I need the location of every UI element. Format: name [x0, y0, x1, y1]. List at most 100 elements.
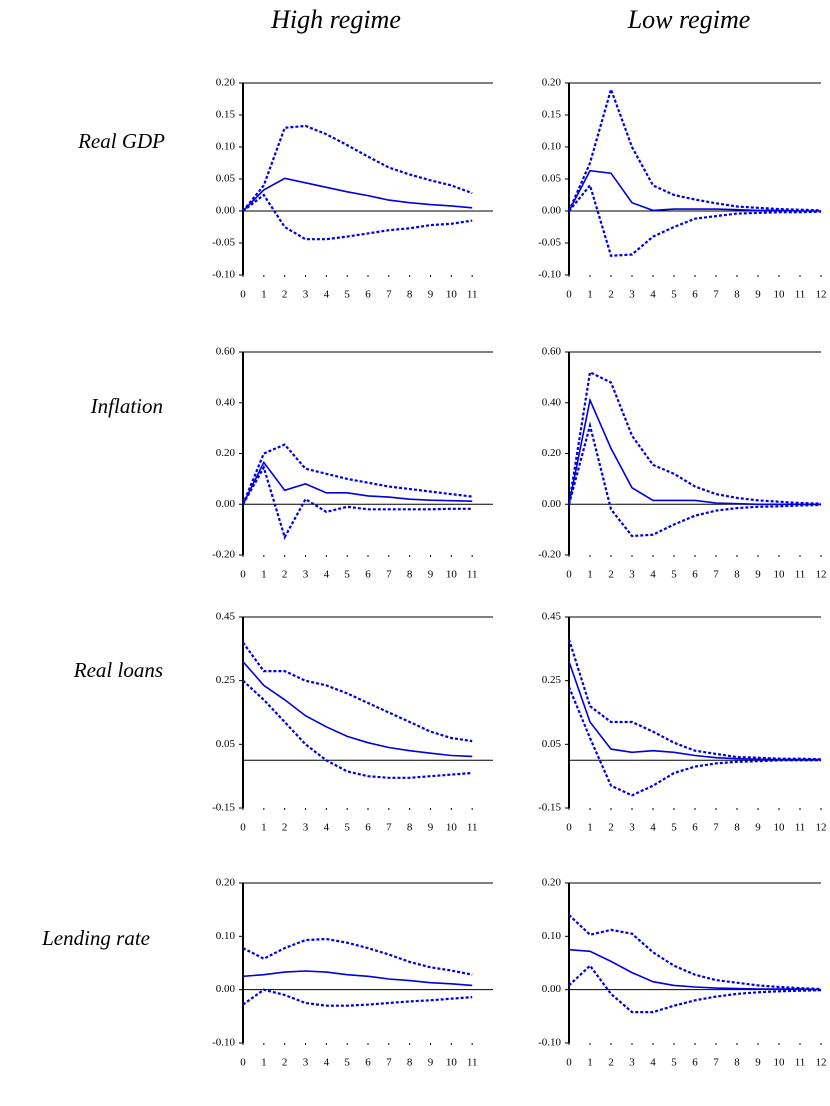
- series-line: [242, 679, 473, 779]
- y-tick-label: 0.00: [542, 205, 562, 217]
- y-tick-label: 0.20: [216, 877, 236, 889]
- series-line: [568, 964, 822, 1014]
- y-tick-label: 0.05: [542, 738, 562, 750]
- x-tick-label: 3: [629, 1057, 635, 1069]
- x-tick-label: 4: [324, 289, 330, 301]
- x-tick-label: 9: [755, 1057, 761, 1069]
- x-tick-label: 9: [755, 289, 761, 301]
- series-line: [242, 641, 473, 743]
- x-tick-label: 5: [671, 1057, 677, 1069]
- y-tick-label: -0.10: [538, 1037, 561, 1049]
- x-tick-label: 0: [566, 289, 572, 301]
- row-title: Real GDP: [77, 129, 165, 153]
- y-tick-label: 0.10: [216, 930, 236, 942]
- y-tick-label: 0.05: [216, 738, 236, 750]
- x-tick-label: 0: [566, 569, 572, 581]
- x-tick-label: 0: [240, 1057, 246, 1069]
- x-tick-label: 1: [261, 289, 267, 301]
- x-tick-label: 4: [324, 822, 330, 834]
- series-line: [568, 914, 822, 991]
- x-tick-label: 12: [816, 1057, 827, 1069]
- x-tick-label: 2: [282, 289, 288, 301]
- x-tick-label: 2: [608, 822, 614, 834]
- x-tick-label: 8: [734, 289, 740, 301]
- x-tick-label: 4: [650, 289, 656, 301]
- x-tick-label: 6: [365, 1057, 371, 1069]
- series-line: [242, 193, 473, 241]
- x-tick-label: 10: [774, 822, 786, 834]
- x-tick-label: 5: [344, 569, 350, 581]
- x-tick-label: 9: [755, 822, 761, 834]
- x-tick-label: 10: [774, 569, 786, 581]
- y-tick-label: 0.45: [542, 611, 562, 623]
- y-tick-label: 0.60: [216, 346, 236, 358]
- y-tick-label: 0.15: [542, 109, 562, 121]
- y-tick-label: -0.20: [538, 549, 561, 561]
- x-tick-label: 6: [365, 822, 371, 834]
- series-line: [242, 177, 473, 212]
- series-line: [242, 661, 473, 758]
- series-line: [242, 464, 473, 541]
- x-tick-label: 0: [240, 569, 246, 581]
- x-tick-label: 2: [608, 569, 614, 581]
- x-tick-label: 11: [467, 289, 478, 301]
- x-tick-label: 3: [629, 569, 635, 581]
- series-line: [242, 460, 473, 505]
- x-tick-label: 5: [344, 289, 350, 301]
- y-tick-label: 0.40: [542, 396, 562, 408]
- x-tick-label: 11: [795, 1057, 806, 1069]
- x-tick-label: 6: [365, 569, 371, 581]
- series-line: [568, 948, 822, 991]
- x-tick-label: 2: [282, 569, 288, 581]
- x-tick-label: 2: [282, 822, 288, 834]
- x-tick-label: 2: [282, 1057, 288, 1069]
- x-tick-label: 2: [608, 1057, 614, 1069]
- x-tick-label: 3: [303, 289, 309, 301]
- x-tick-label: 1: [587, 569, 593, 581]
- x-tick-label: 3: [629, 822, 635, 834]
- x-tick-label: 1: [587, 289, 593, 301]
- x-tick-label: 7: [386, 822, 392, 834]
- x-tick-label: 4: [324, 569, 330, 581]
- series-line: [242, 988, 473, 1007]
- x-tick-label: 0: [240, 822, 246, 834]
- x-tick-label: 12: [816, 289, 827, 301]
- x-tick-label: 1: [261, 1057, 267, 1069]
- x-tick-label: 6: [692, 569, 698, 581]
- row-title: Real loans: [73, 658, 163, 682]
- column-title: High regime: [270, 5, 401, 34]
- column-title: Low regime: [627, 5, 751, 34]
- y-tick-label: -0.05: [212, 237, 235, 249]
- y-tick-label: 0.20: [542, 877, 562, 889]
- x-tick-label: 5: [671, 289, 677, 301]
- y-tick-label: 0.20: [216, 77, 236, 89]
- x-tick-label: 3: [303, 822, 309, 834]
- series-line: [567, 686, 821, 797]
- y-tick-label: 0.00: [216, 983, 236, 995]
- series-line: [568, 169, 821, 212]
- y-tick-label: 0.10: [542, 141, 562, 153]
- y-tick-label: 0.10: [216, 141, 236, 153]
- x-tick-label: 10: [446, 569, 458, 581]
- y-tick-label: 0.05: [542, 173, 562, 185]
- x-tick-label: 8: [407, 289, 413, 301]
- series-line: [567, 85, 822, 212]
- series-line: [242, 937, 473, 976]
- series-line: [567, 370, 822, 505]
- y-tick-label: 0.60: [542, 346, 562, 358]
- x-tick-label: 8: [734, 569, 740, 581]
- x-tick-label: 11: [795, 822, 806, 834]
- x-tick-label: 4: [650, 822, 656, 834]
- x-tick-label: 6: [365, 289, 371, 301]
- x-tick-label: 9: [428, 1057, 434, 1069]
- y-tick-label: 0.45: [216, 611, 236, 623]
- x-tick-label: 3: [629, 289, 635, 301]
- x-tick-label: 5: [344, 1057, 350, 1069]
- x-tick-label: 5: [671, 822, 677, 834]
- x-tick-label: 1: [261, 569, 267, 581]
- x-tick-label: 4: [324, 1057, 330, 1069]
- series-line: [568, 183, 822, 257]
- y-tick-label: 0.15: [216, 109, 236, 121]
- y-tick-label: -0.15: [538, 802, 561, 814]
- series-line: [568, 397, 821, 506]
